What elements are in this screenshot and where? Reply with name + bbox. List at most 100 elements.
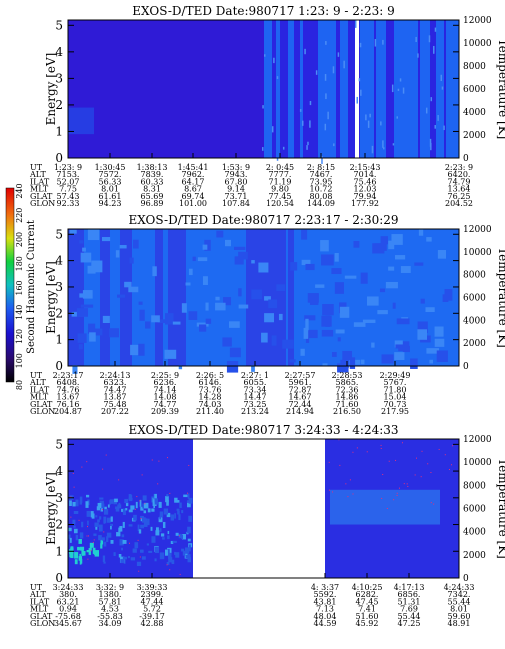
heatmap-blob (224, 239, 232, 247)
heatmap-speck (162, 521, 166, 529)
heatmap-speck (86, 494, 90, 498)
table-cell: 7.13 (316, 605, 334, 614)
heatmap-speck (337, 52, 340, 57)
colorbar-tick-label: 80 (15, 380, 24, 390)
heatmap-speck (360, 89, 362, 96)
table-cell: -39.17 (139, 612, 165, 621)
table-row-label: UT (30, 371, 43, 380)
heatmap-blob (124, 281, 132, 288)
heatmap-speck (187, 557, 192, 563)
plot-frame (67, 438, 460, 579)
heatmap-speck (113, 552, 116, 556)
heatmap-speck (73, 528, 78, 534)
colorbar-tick-label: 220 (15, 208, 24, 223)
heatmap-speck (161, 556, 165, 559)
heatmap-band (300, 20, 303, 158)
heatmap-blob (437, 250, 447, 259)
heatmap-speck (159, 515, 161, 520)
table-cell: 55.44 (398, 612, 421, 621)
heatmap-speck (171, 559, 175, 565)
table-cell: 204.52 (445, 199, 473, 208)
noise-point (388, 460, 390, 462)
heatmap-blob (290, 262, 298, 271)
heatmap-blob (178, 365, 183, 370)
table-row-label: ALT (29, 170, 46, 179)
table-cell: 13.87 (104, 393, 127, 402)
heatmap-speck (181, 510, 184, 514)
noise-point (430, 472, 432, 474)
noise-point (352, 451, 354, 453)
heatmap-speck (391, 84, 394, 93)
table-cell: 7467. (310, 170, 333, 179)
noise-point (166, 564, 168, 566)
table-cell: 44.59 (314, 619, 337, 628)
y2-tick-label: 8000 (463, 481, 486, 491)
heatmap-speck (141, 517, 146, 523)
heatmap-speck (166, 549, 170, 554)
heatmap-blob (192, 256, 196, 262)
heatmap-band (376, 20, 386, 158)
heatmap-blob (381, 354, 394, 364)
heatmap-blob (251, 289, 262, 300)
y2-tick-label: 0 (463, 362, 469, 372)
y2-tick-label: 2000 (463, 131, 486, 141)
heatmap-blob (215, 296, 220, 301)
table-cell: 6420. (448, 170, 471, 179)
table-row-label: ALT (29, 378, 46, 387)
heatmap-speck (359, 42, 362, 48)
table-cell: 1:30:45 (95, 163, 126, 172)
y-tick-label: 0 (55, 359, 63, 373)
noise-point (179, 573, 181, 575)
table-cell: 7839. (141, 170, 164, 179)
table-cell: 107.84 (222, 199, 250, 208)
heatmap-blob (251, 365, 255, 372)
heatmap-blob (226, 360, 239, 373)
table-cell: 2399. (141, 590, 164, 599)
noise-point (70, 516, 72, 518)
table-cell: 77.45 (269, 192, 292, 201)
heatmap-speck (182, 534, 186, 540)
heatmap-blob (426, 348, 439, 354)
heatmap-blob (216, 230, 224, 238)
heatmap-speck (176, 508, 180, 511)
heatmap-speck (321, 155, 323, 164)
heatmap-blob (69, 229, 77, 234)
y2-tick-label: 8000 (463, 271, 486, 281)
noise-point (430, 502, 432, 504)
table-cell: 67.80 (225, 177, 248, 186)
heatmap-speck (333, 143, 335, 147)
table-cell: 73.71 (225, 192, 248, 201)
noise-point (402, 442, 404, 444)
heatmap-blob (380, 236, 389, 245)
table-row-label: ILAT (30, 177, 50, 186)
table-cell: 71.60 (336, 400, 359, 409)
heatmap-speck (181, 534, 184, 539)
heatmap-blob (164, 349, 177, 359)
noise-point (102, 468, 104, 470)
table-cell: 2:25: 9 (151, 371, 179, 380)
heatmap-blob (337, 337, 341, 342)
table-cell: 4:24:33 (444, 583, 475, 592)
noise-point (178, 535, 180, 537)
noise-point (138, 570, 140, 572)
heatmap-speck (168, 552, 172, 560)
heatmap-blob (360, 272, 368, 284)
table-cell: 6282. (356, 590, 379, 599)
noise-point (352, 493, 354, 495)
table-cell: 74.03 (199, 400, 222, 409)
y-tick-label: 1 (55, 333, 63, 347)
heatmap-blob (78, 344, 83, 350)
heatmap-blob (434, 338, 445, 347)
heatmap-blob (268, 299, 278, 309)
table-cell: 217.95 (381, 407, 409, 416)
table-cell: 42.88 (141, 619, 164, 628)
table-cell: 7777. (269, 170, 292, 179)
table-cell: 60.33 (141, 177, 164, 186)
table-cell: 72.87 (289, 385, 312, 394)
heatmap-speck (75, 534, 79, 541)
heatmap-speck (139, 499, 142, 507)
heatmap-speck (163, 508, 169, 515)
heatmap-speck (100, 503, 105, 509)
heatmap-blob (334, 282, 344, 294)
heatmap-speck (110, 540, 114, 544)
